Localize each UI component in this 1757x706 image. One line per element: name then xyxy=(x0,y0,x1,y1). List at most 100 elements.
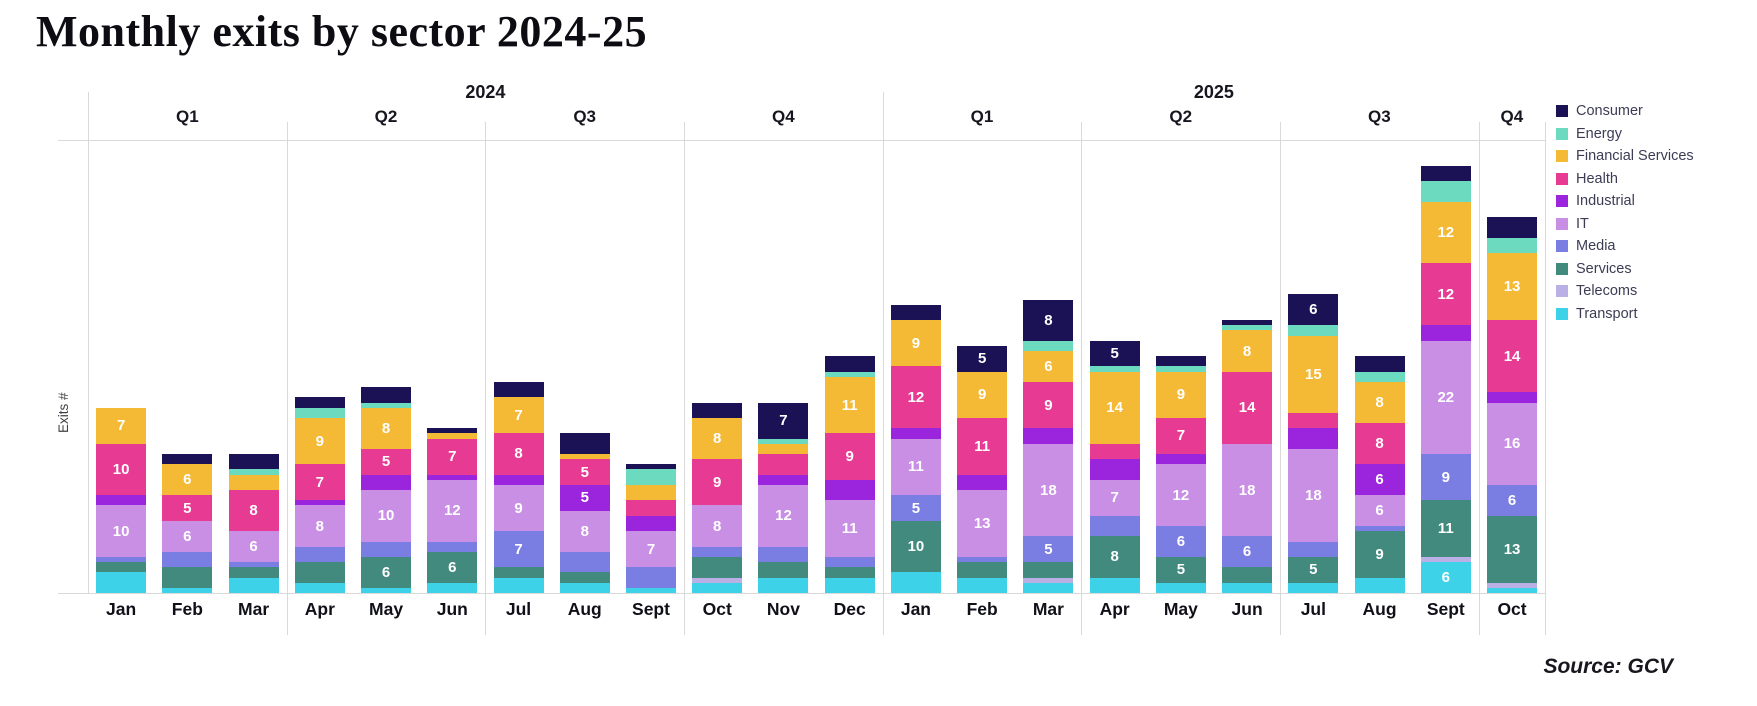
value-label: 18 xyxy=(1304,486,1322,504)
segment-financial-services xyxy=(228,474,279,491)
segment-health: 8 xyxy=(1354,423,1405,465)
month-label: Jan xyxy=(900,599,931,619)
segment-media: 6 xyxy=(1155,526,1206,557)
value-label: 16 xyxy=(1503,435,1521,453)
segment-media xyxy=(758,546,809,563)
value-label: 8 xyxy=(1375,435,1384,453)
segment-services xyxy=(824,567,875,578)
segment-energy xyxy=(1354,371,1405,382)
legend-swatch xyxy=(1556,172,1568,185)
segment-telecoms xyxy=(1420,556,1471,563)
legend-swatch xyxy=(1556,217,1568,230)
segment-industrial xyxy=(96,495,147,506)
segment-financial-services: 9 xyxy=(957,371,1008,418)
segment-industrial xyxy=(758,474,809,485)
segment-it: 18 xyxy=(1222,443,1273,537)
segment-consumer: 5 xyxy=(1089,340,1140,367)
value-label: 6 xyxy=(448,558,457,576)
quarter-row: Q1 Q2 Q3 Q4 Q1 Q2 Q3 Q4 xyxy=(88,107,1545,127)
bar: 7 12 xyxy=(758,402,809,593)
segment-health xyxy=(625,500,676,516)
segment-health: 8 xyxy=(493,433,544,475)
value-label: 5 xyxy=(1110,345,1119,363)
bar-slot: 8 8 6 6 9 xyxy=(1346,140,1412,593)
quarter-label: Q3 xyxy=(1368,107,1391,126)
value-label: 5 xyxy=(977,350,987,368)
segment-health: 7 xyxy=(427,438,478,475)
segment-health xyxy=(1089,443,1140,460)
segment-industrial xyxy=(1155,453,1206,465)
segment-services: 8 xyxy=(1089,536,1140,578)
value-label: 5 xyxy=(381,453,391,471)
segment-it: 6 xyxy=(1354,495,1405,527)
segment-transport xyxy=(1089,577,1140,593)
segment-media xyxy=(228,562,279,568)
quarter-label: Q1 xyxy=(970,107,994,126)
month-label: May xyxy=(369,599,404,619)
segment-consumer xyxy=(692,402,743,418)
segment-health: 11 xyxy=(957,417,1008,475)
value-label: 8 xyxy=(315,517,324,535)
month-label: Jun xyxy=(1231,599,1263,619)
segment-transport xyxy=(1222,582,1273,593)
segment-consumer xyxy=(890,304,941,321)
segment-telecoms xyxy=(1487,582,1538,588)
value-label: 11 xyxy=(974,437,991,455)
value-label: 13 xyxy=(1503,540,1521,558)
value-label: 12 xyxy=(1437,285,1455,303)
value-label: 8 xyxy=(249,502,258,520)
bar: 8 6 9 18 5 xyxy=(1023,299,1074,593)
value-label: 18 xyxy=(1238,481,1256,499)
segment-consumer: 8 xyxy=(1023,299,1074,341)
segment-transport xyxy=(625,587,676,593)
month-label: Apr xyxy=(304,599,335,619)
segment-media xyxy=(559,551,610,573)
segment-transport xyxy=(1155,582,1206,593)
segment-energy xyxy=(1222,325,1273,331)
legend-swatch xyxy=(1556,127,1568,140)
segment-services xyxy=(493,567,544,578)
segment-industrial xyxy=(1288,428,1339,449)
month-label: Feb xyxy=(966,599,998,619)
segment-transport xyxy=(162,587,213,593)
segment-services xyxy=(162,567,213,588)
bar: 7 12 6 xyxy=(427,428,478,593)
segment-consumer xyxy=(162,454,213,465)
value-label: 9 xyxy=(315,432,324,450)
segment-transport xyxy=(824,577,875,593)
value-label: 6 xyxy=(381,563,391,581)
legend-label: Transport xyxy=(1576,305,1638,322)
segment-energy xyxy=(228,469,279,475)
segment-media xyxy=(162,551,213,568)
segment-financial-services: 8 xyxy=(692,417,743,460)
month-label: Jun xyxy=(436,599,468,619)
y-axis-line xyxy=(88,92,89,593)
legend-swatch xyxy=(1556,150,1568,163)
value-label: 9 xyxy=(977,386,987,404)
legend-label: Energy xyxy=(1576,125,1622,142)
bar: 7 10 10 xyxy=(96,407,147,593)
value-label: 11 xyxy=(1437,520,1454,538)
segment-transport xyxy=(957,577,1008,593)
segment-transport xyxy=(361,587,412,593)
value-label: 8 xyxy=(381,419,391,437)
bar: 5 14 7 8 xyxy=(1089,340,1140,593)
segment-media xyxy=(427,541,478,552)
segment-energy xyxy=(1288,325,1339,336)
segment-it: 11 xyxy=(824,500,875,557)
month-label: Sept xyxy=(632,599,670,619)
segment-financial-services xyxy=(625,484,676,501)
segment-consumer xyxy=(361,387,412,403)
segment-transport xyxy=(294,582,345,593)
value-label: 12 xyxy=(443,502,461,520)
month-label: Feb xyxy=(171,599,203,619)
value-label: 7 xyxy=(646,540,656,558)
value-label: 10 xyxy=(907,538,925,556)
segment-consumer xyxy=(427,428,478,434)
segment-services: 13 xyxy=(1487,515,1538,583)
legend-label: Health xyxy=(1576,170,1618,187)
legend-item: Financial Services xyxy=(1556,145,1694,168)
segment-transport xyxy=(1487,587,1538,593)
bar-slot: 11 9 11 xyxy=(817,140,883,593)
